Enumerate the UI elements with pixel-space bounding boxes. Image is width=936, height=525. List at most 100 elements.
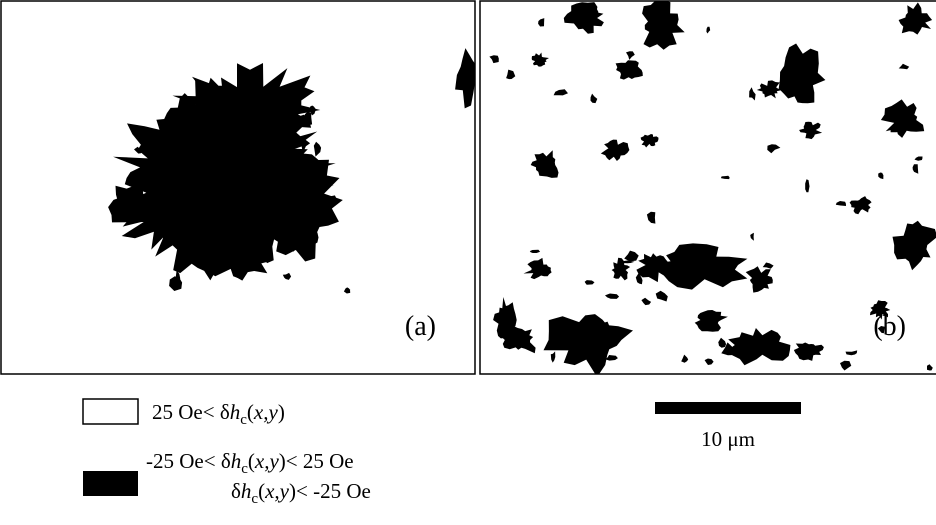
domain — [282, 272, 292, 280]
panel-a-frame — [0, 0, 476, 375]
legend-swatch-white — [82, 398, 139, 425]
domain — [615, 60, 643, 80]
domain — [529, 249, 541, 253]
panel-a-domains — [108, 48, 475, 294]
domain — [172, 63, 321, 157]
domain — [721, 342, 734, 356]
legend-text-part: x,y — [264, 479, 290, 503]
domain — [600, 139, 630, 161]
legend-text-part: c — [251, 491, 258, 507]
domain — [506, 69, 516, 80]
domain — [538, 18, 545, 27]
legend-text-part: ( — [248, 449, 255, 473]
legend-entry: δhc(x,y)< -25 Oe — [231, 479, 371, 507]
domain — [749, 87, 756, 101]
domain — [624, 250, 639, 262]
domain — [553, 89, 568, 96]
domain — [720, 175, 730, 180]
legend-text-part: h — [231, 449, 242, 473]
domain — [805, 179, 810, 193]
legend-text-part: δ — [231, 479, 241, 503]
domain — [849, 196, 872, 215]
panel-b-domains — [489, 1, 936, 374]
domain — [605, 293, 620, 299]
legend-entry: -25 Oe< δhc(x,y)< 25 Oe — [146, 449, 354, 477]
domain — [310, 105, 316, 116]
legend-text-part: h — [241, 479, 252, 503]
domain — [912, 164, 919, 174]
domain — [636, 253, 671, 283]
domain — [258, 237, 266, 248]
domain — [646, 243, 748, 290]
domain — [694, 310, 728, 332]
domain — [681, 354, 689, 363]
domain — [343, 287, 351, 294]
legend-entry: 25 Oe< δhc(x,y) — [152, 400, 285, 428]
domain — [299, 137, 311, 153]
domain — [745, 266, 773, 293]
domain — [626, 51, 635, 60]
domain — [590, 93, 598, 104]
panel-label: (b) — [873, 311, 906, 342]
domain — [531, 52, 549, 67]
domain — [493, 297, 517, 342]
domain — [260, 87, 266, 98]
domain — [793, 342, 824, 361]
domain — [322, 195, 337, 203]
panel-label: (a) — [405, 311, 436, 342]
domain — [455, 48, 475, 109]
legend-text-part: h — [230, 400, 241, 424]
legend-text-part: c — [240, 412, 247, 428]
legend-text-part: 25 Oe< δ — [152, 400, 230, 424]
domain — [655, 290, 668, 302]
domain — [256, 149, 343, 262]
domain — [604, 355, 618, 361]
domain — [778, 43, 826, 104]
domain — [870, 300, 891, 320]
domain — [113, 185, 146, 214]
domain — [611, 257, 631, 281]
legend-text-part: c — [241, 461, 248, 477]
domain — [543, 314, 633, 374]
legend-text-part: x,y — [253, 400, 279, 424]
legend-text-part: )< 25 Oe — [279, 449, 354, 473]
domain — [642, 1, 685, 50]
domain — [304, 111, 313, 126]
domain — [499, 325, 536, 354]
panel-b-frame — [479, 0, 936, 375]
domain — [584, 280, 595, 285]
legend-text-part: )< -25 Oe — [289, 479, 371, 503]
domain — [641, 297, 652, 306]
scale-bar-label: 10 μm — [701, 427, 755, 451]
legend-swatch-black — [83, 471, 138, 496]
domain — [890, 123, 903, 133]
domain — [313, 141, 322, 157]
legend-text-part: ( — [247, 400, 254, 424]
domain — [134, 146, 144, 154]
domain — [845, 350, 858, 356]
domain — [840, 360, 852, 371]
domain — [878, 172, 884, 180]
domain — [174, 270, 181, 285]
domain — [635, 273, 643, 285]
domain — [898, 63, 910, 70]
legend-text-part: -25 Oe< δ — [146, 449, 231, 473]
domain — [216, 173, 232, 188]
domain — [750, 232, 754, 241]
domain — [523, 257, 552, 280]
domain — [599, 321, 610, 334]
domain — [489, 55, 499, 64]
domain — [767, 144, 781, 154]
domain — [756, 80, 782, 99]
domain — [550, 351, 556, 363]
domain — [927, 364, 933, 371]
domain — [272, 191, 279, 204]
domain — [530, 150, 559, 178]
domain — [586, 6, 599, 18]
legend-text-part: ) — [278, 400, 285, 424]
domain — [563, 2, 604, 34]
domain — [718, 337, 727, 348]
domain — [640, 134, 659, 148]
